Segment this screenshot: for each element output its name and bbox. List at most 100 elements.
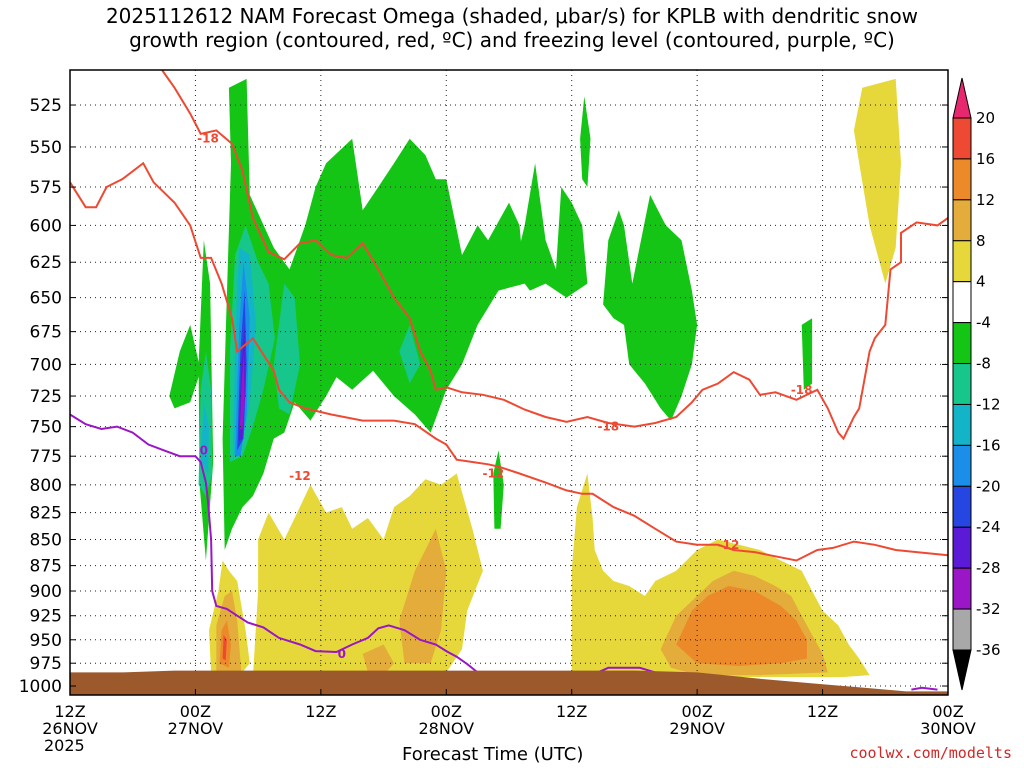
colorbar-bin-7: [952, 403, 972, 446]
contour-label-0: -18: [197, 132, 219, 146]
colorbar-label-2: 12: [976, 191, 995, 209]
y-tick-label-12: 825: [30, 504, 62, 524]
omega-region-13: [200, 402, 209, 474]
omega-region-10: [273, 283, 300, 415]
credit-text: coolwx.com/modelts: [849, 744, 1012, 762]
y-tick-label-0: 525: [30, 96, 62, 116]
colorbar-bottom-arrow: [952, 649, 972, 691]
title-line-1: 2025112612 NAM Forecast Omega (shaded, μ…: [105, 4, 919, 28]
colorbar-bin-1: [952, 158, 972, 201]
colorbar-label-8: -16: [976, 436, 1001, 454]
y-tick-label-13: 850: [30, 530, 62, 550]
colorbar-bin-2: [952, 199, 972, 242]
x-tick-label-3-2: 28NOV: [418, 719, 474, 738]
colorbar-bin-8: [952, 444, 972, 487]
contour-label-2: -18: [791, 383, 813, 397]
x-axis-label: Forecast Time (UTC): [402, 744, 584, 765]
y-tick-label-15: 900: [30, 582, 62, 602]
contour-label-4: -12: [482, 466, 504, 480]
y-tick-label-19: 1000: [19, 677, 62, 697]
y-tick-label-17: 950: [30, 631, 62, 651]
colorbar-label-6: -8: [976, 355, 991, 373]
omega-region-4: [580, 96, 591, 187]
colorbar-bin-0: [952, 117, 972, 160]
colorbar-label-12: -32: [976, 600, 1001, 618]
y-tick-label-1: 550: [30, 138, 62, 158]
omega-region-24: [362, 644, 394, 676]
colorbar-bin-6: [952, 363, 972, 405]
title-line-2: growth region (contoured, red, ºC) and f…: [129, 28, 895, 52]
omega-region-21: [853, 78, 901, 284]
omega-region-7: [801, 318, 813, 390]
colorbar-label-3: 8: [976, 232, 986, 250]
y-tick-label-18: 975: [30, 654, 62, 674]
y-tick-label-8: 725: [30, 387, 62, 407]
colorbar-bin-4: [952, 281, 972, 324]
y-tick-label-10: 775: [30, 447, 62, 467]
x-tick-label-2-1: 12Z: [305, 702, 336, 721]
dgz-contour-1: [161, 69, 949, 441]
colorbar-label-0: 20: [976, 109, 995, 127]
colorbar-label-4: 4: [976, 273, 986, 291]
omega-region-6: [493, 450, 504, 529]
colorbar-bin-12: [952, 608, 972, 651]
x-tick-label-5-2: 29NOV: [669, 719, 725, 738]
contour-label-7: 0: [338, 647, 346, 661]
colorbar-label-5: -4: [976, 314, 991, 332]
y-tick-label-7: 700: [30, 355, 62, 375]
colorbar-bin-3: [952, 240, 972, 283]
x-tick-label-0-1: 12Z: [54, 702, 85, 721]
y-tick-label-2: 575: [30, 178, 62, 198]
y-tick-label-6: 675: [30, 323, 62, 343]
colorbar-bin-5: [952, 322, 972, 365]
omega-region-5: [603, 194, 698, 421]
colorbar-label-7: -12: [976, 395, 1001, 413]
x-tick-label-6-1: 12Z: [807, 702, 838, 721]
plot-frame: [69, 69, 949, 696]
colorbar-bin-10: [952, 526, 972, 569]
y-tick-label-11: 800: [30, 476, 62, 496]
colorbar-label-11: -28: [976, 559, 1001, 577]
axes: 525 550 575 600 625 650 675 700 725 750 775 800 825 8…: [19, 69, 976, 755]
x-tick-label-7-2: 30NOV: [920, 719, 976, 738]
omega-region-0: [169, 324, 201, 409]
colorbar-bin-11: [952, 567, 972, 610]
dgz-contour-0: [69, 161, 949, 562]
colorbar-label-1: 16: [976, 150, 995, 168]
y-tick-label-3: 600: [30, 216, 62, 236]
terrain: [70, 670, 948, 695]
chart-title: 2025112612 NAM Forecast Omega (shaded, μ…: [0, 4, 1024, 52]
contour-label-6: 0: [200, 443, 208, 457]
freezing-contour-2: [911, 686, 938, 691]
y-tick-label-5: 650: [30, 289, 62, 309]
x-tick-label-0-2: 26NOV: [42, 719, 98, 738]
omega-region-27: [676, 586, 807, 666]
omega-region-11: [399, 324, 421, 384]
x-tick-label-7-1: 00Z: [932, 702, 963, 721]
colorbar-bin-9: [952, 485, 972, 528]
y-tick-label-14: 875: [30, 557, 62, 577]
colorbar-label-13: -36: [976, 641, 1001, 659]
y-tick-label-9: 750: [30, 418, 62, 438]
freezing-contour-1: [597, 666, 656, 674]
omega-region-23: [399, 528, 447, 664]
omega-region-3: [514, 163, 588, 298]
omega-region-17: [239, 351, 245, 429]
x-tick-label-1-1: 00Z: [180, 702, 211, 721]
colorbar-top-arrow: [952, 77, 972, 119]
omega-region-2: [222, 78, 525, 551]
freezing-contour-0: [69, 413, 479, 674]
contour-label-1: -18: [597, 420, 619, 434]
colorbar: 20 16 12 8 4 -4 -8 -12 -16 -20 -24 -28 -32 -36: [952, 77, 1001, 691]
x-tick-label-1-2: 27NOV: [168, 719, 224, 738]
contour-label-3: -12: [289, 469, 311, 483]
colorbar-label-9: -20: [976, 477, 1001, 495]
y-tick-label-16: 925: [30, 607, 62, 627]
plot-area: -18 -18 -18 -12 -12 -12 0 0: [69, 69, 949, 695]
omega-region-28: [222, 635, 227, 661]
colorbar-label-10: -24: [976, 518, 1001, 536]
x-tick-label-0-3: 2025: [44, 736, 85, 755]
x-tick-label-3-1: 00Z: [431, 702, 462, 721]
x-tick-label-4-1: 12Z: [556, 702, 587, 721]
